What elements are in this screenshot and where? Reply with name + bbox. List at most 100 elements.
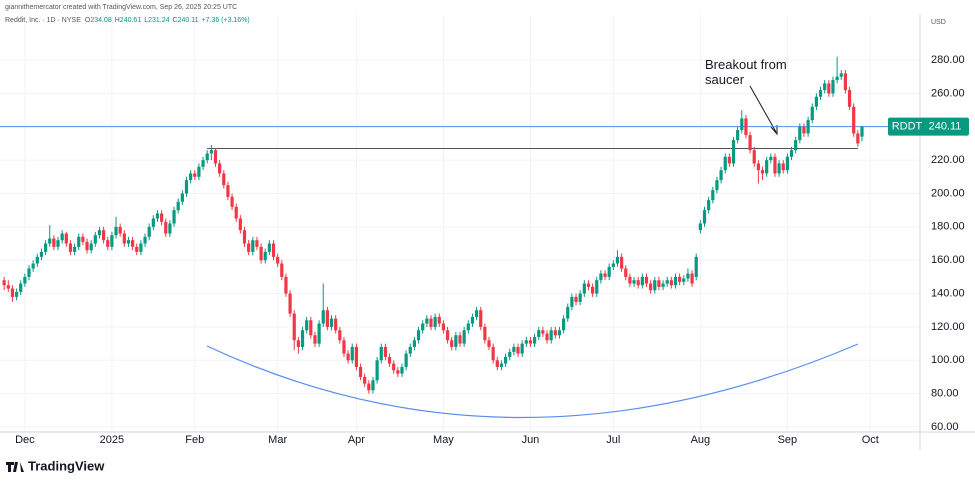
- candle-body: [578, 293, 582, 302]
- candle-body: [785, 156, 789, 171]
- candle-body: [412, 340, 417, 347]
- candle: [421, 320, 425, 334]
- candle: [263, 248, 267, 264]
- brand: TradingView: [28, 458, 105, 473]
- candle-body: [97, 230, 102, 236]
- candle-body: [350, 346, 354, 361]
- candle-body: [495, 360, 499, 367]
- c-label: C: [173, 17, 178, 24]
- candle-body: [524, 340, 528, 344]
- candle: [205, 150, 209, 164]
- candle: [727, 153, 731, 167]
- y-tick-label: 80.00: [931, 388, 959, 400]
- candle: [470, 313, 475, 327]
- ticker-box: [888, 117, 926, 136]
- candle-body: [661, 283, 665, 287]
- candle: [259, 243, 263, 264]
- candle: [309, 316, 313, 339]
- candle-body: [860, 126, 864, 137]
- candle-body: [387, 356, 392, 364]
- x-tick-label: Oct: [862, 434, 879, 446]
- y-tick-label: 280.00: [931, 54, 965, 66]
- candle-body: [752, 150, 756, 164]
- candle-body: [843, 73, 848, 91]
- candle-body: [760, 170, 765, 174]
- candle-body: [259, 246, 263, 261]
- candle: [234, 203, 238, 222]
- candle-body: [23, 276, 27, 284]
- candle: [491, 343, 495, 364]
- candle-body: [193, 173, 197, 177]
- candle: [499, 360, 504, 371]
- candle-body: [325, 310, 329, 327]
- candle: [549, 326, 553, 344]
- candle-body: [856, 133, 860, 144]
- candle-body: [131, 240, 135, 247]
- candle: [122, 230, 126, 247]
- symbol: Reddit, Inc. · 1D · NYSE: [5, 17, 81, 24]
- candle-body: [744, 118, 748, 136]
- candle-body: [537, 330, 541, 337]
- candle: [321, 283, 325, 327]
- candle-body: [516, 346, 520, 354]
- candle: [798, 123, 802, 144]
- candle: [495, 356, 499, 371]
- candle-body: [176, 201, 180, 211]
- candle: [532, 333, 537, 347]
- candle: [329, 315, 334, 331]
- candle: [267, 240, 271, 256]
- candle-body: [549, 330, 553, 341]
- candle-body: [532, 336, 537, 344]
- candle-body: [247, 243, 251, 252]
- candle: [209, 145, 213, 161]
- candle-body: [582, 283, 586, 294]
- candle-body: [114, 226, 118, 236]
- candle-body: [230, 196, 234, 207]
- candle: [251, 236, 255, 256]
- candle: [740, 110, 744, 134]
- candle: [508, 348, 512, 361]
- candle: [284, 273, 288, 297]
- candle: [27, 265, 31, 281]
- currency: USD: [931, 19, 946, 26]
- candle-body: [823, 83, 827, 91]
- candle: [408, 343, 412, 357]
- candle-body: [798, 126, 802, 141]
- candle: [860, 125, 864, 142]
- candle-body: [27, 268, 31, 277]
- x-tick-label: Feb: [185, 434, 204, 446]
- candle: [541, 326, 545, 337]
- candle: [52, 235, 56, 251]
- candle: [31, 260, 35, 272]
- candle-body: [172, 210, 176, 224]
- candle-body: [591, 286, 595, 294]
- candle: [371, 376, 375, 394]
- candle: [213, 148, 218, 167]
- candle: [60, 230, 64, 244]
- candle-body: [611, 263, 615, 267]
- candle: [172, 206, 176, 227]
- candle: [56, 236, 60, 251]
- candle: [640, 273, 644, 289]
- candle-body: [847, 90, 852, 107]
- x-tick-label: 2025: [100, 434, 124, 446]
- arrow-head: [770, 125, 778, 136]
- candle: [296, 336, 300, 354]
- y-tick-label: 140.00: [931, 287, 965, 299]
- o-label: O: [85, 17, 91, 24]
- candle-body: [657, 280, 661, 287]
- candle-body: [346, 353, 350, 361]
- candle-body: [106, 240, 110, 247]
- candle-body: [85, 241, 89, 251]
- candle: [72, 243, 77, 256]
- candle-body: [806, 120, 810, 134]
- candle-body: [624, 268, 628, 277]
- candle-body: [280, 263, 284, 277]
- candle: [562, 315, 566, 334]
- candle: [280, 260, 284, 281]
- y-tick-label: 200.00: [931, 187, 965, 199]
- candle: [19, 280, 23, 296]
- candle: [379, 343, 383, 364]
